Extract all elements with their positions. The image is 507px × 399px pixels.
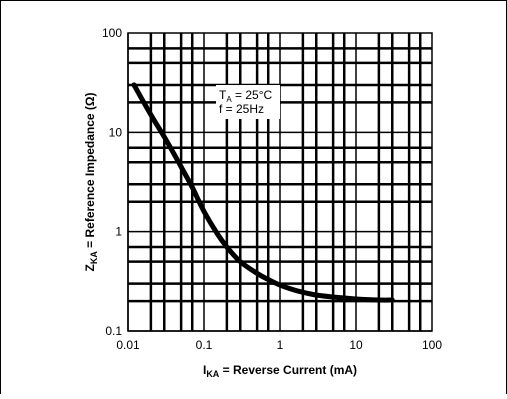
annotation-box: TA = 25°C f = 25Hz bbox=[216, 85, 280, 119]
y-axis-label-rest: = Reference Impedance (Ω) bbox=[83, 92, 97, 251]
x-tick-label: 0.01 bbox=[116, 338, 140, 352]
x-tick-label: 0.1 bbox=[196, 338, 213, 352]
y-tick-label: 1 bbox=[115, 225, 122, 239]
frame-border-top bbox=[0, 0, 507, 1]
annotation-temp-rest: = 25°C bbox=[232, 88, 273, 102]
impedance-curve bbox=[131, 82, 395, 303]
x-tick-label: 1 bbox=[277, 338, 284, 352]
annotation-temperature: TA = 25°C bbox=[219, 88, 273, 104]
annotation-temp-main: T bbox=[219, 88, 227, 102]
x-axis-label-sub: KA bbox=[206, 369, 219, 379]
x-tick-label: 10 bbox=[349, 338, 363, 352]
annotation-frequency: f = 25Hz bbox=[219, 102, 264, 116]
annotation-background bbox=[216, 85, 280, 119]
y-tick-label: 10 bbox=[109, 125, 123, 139]
y-axis-label: ZKA = Reference Impedance (Ω) bbox=[83, 92, 99, 271]
x-tick-label: 100 bbox=[422, 338, 442, 352]
annotation-temp-sub: A bbox=[226, 95, 232, 104]
y-tick-label: 100 bbox=[102, 26, 122, 40]
y-axis-label-main: Z bbox=[83, 264, 97, 271]
frame-border-left bbox=[0, 0, 1, 394]
y-axis-label-sub: KA bbox=[89, 251, 99, 264]
x-axis-label-rest: = Reverse Current (mA) bbox=[219, 363, 357, 377]
x-axis-label-main: I bbox=[203, 363, 206, 377]
plot-area-border bbox=[127, 32, 433, 332]
y-tick-label: 0.1 bbox=[105, 324, 122, 338]
x-axis-label: IKA = Reverse Current (mA) bbox=[203, 363, 357, 379]
